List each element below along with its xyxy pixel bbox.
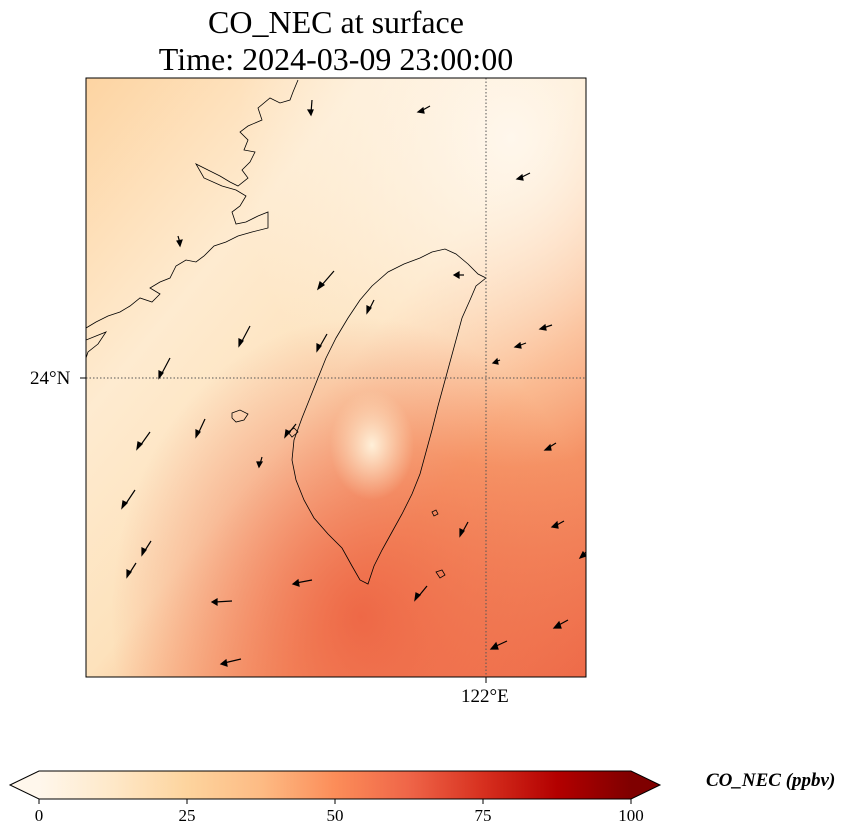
colorbar <box>8 770 662 804</box>
wind-vectors <box>121 99 586 667</box>
colorbar-label: CO_NEC (ppbv) <box>706 770 836 791</box>
map-subtitle-time: Time: 2024-03-09 23:00:00 <box>158 41 514 77</box>
colorbar-extend-min <box>10 771 39 799</box>
taiwan-coastline <box>291 248 487 585</box>
lon-tick-label: 122°E <box>461 686 509 707</box>
mainland-coastline <box>86 79 299 359</box>
colorbar-tick-label: 25 <box>178 806 196 825</box>
colorbar-tick-label: 100 <box>618 806 644 825</box>
colorbar-extend-max <box>631 771 660 799</box>
island-green <box>431 509 439 517</box>
island-orchid <box>435 569 446 579</box>
colorbar-tick-label: 75 <box>474 806 492 825</box>
field-low-center <box>330 390 414 500</box>
colorbar-tick-label: 50 <box>326 806 344 825</box>
lat-tick-label: 24°N <box>30 368 71 389</box>
colorbar-tick-marks <box>38 799 632 804</box>
colorbar-body <box>39 771 631 799</box>
map-panel <box>80 77 587 683</box>
map-title: CO_NEC at surface <box>208 4 464 40</box>
island-kinmen <box>231 409 249 423</box>
colorbar-tick-label: 0 <box>34 806 44 825</box>
